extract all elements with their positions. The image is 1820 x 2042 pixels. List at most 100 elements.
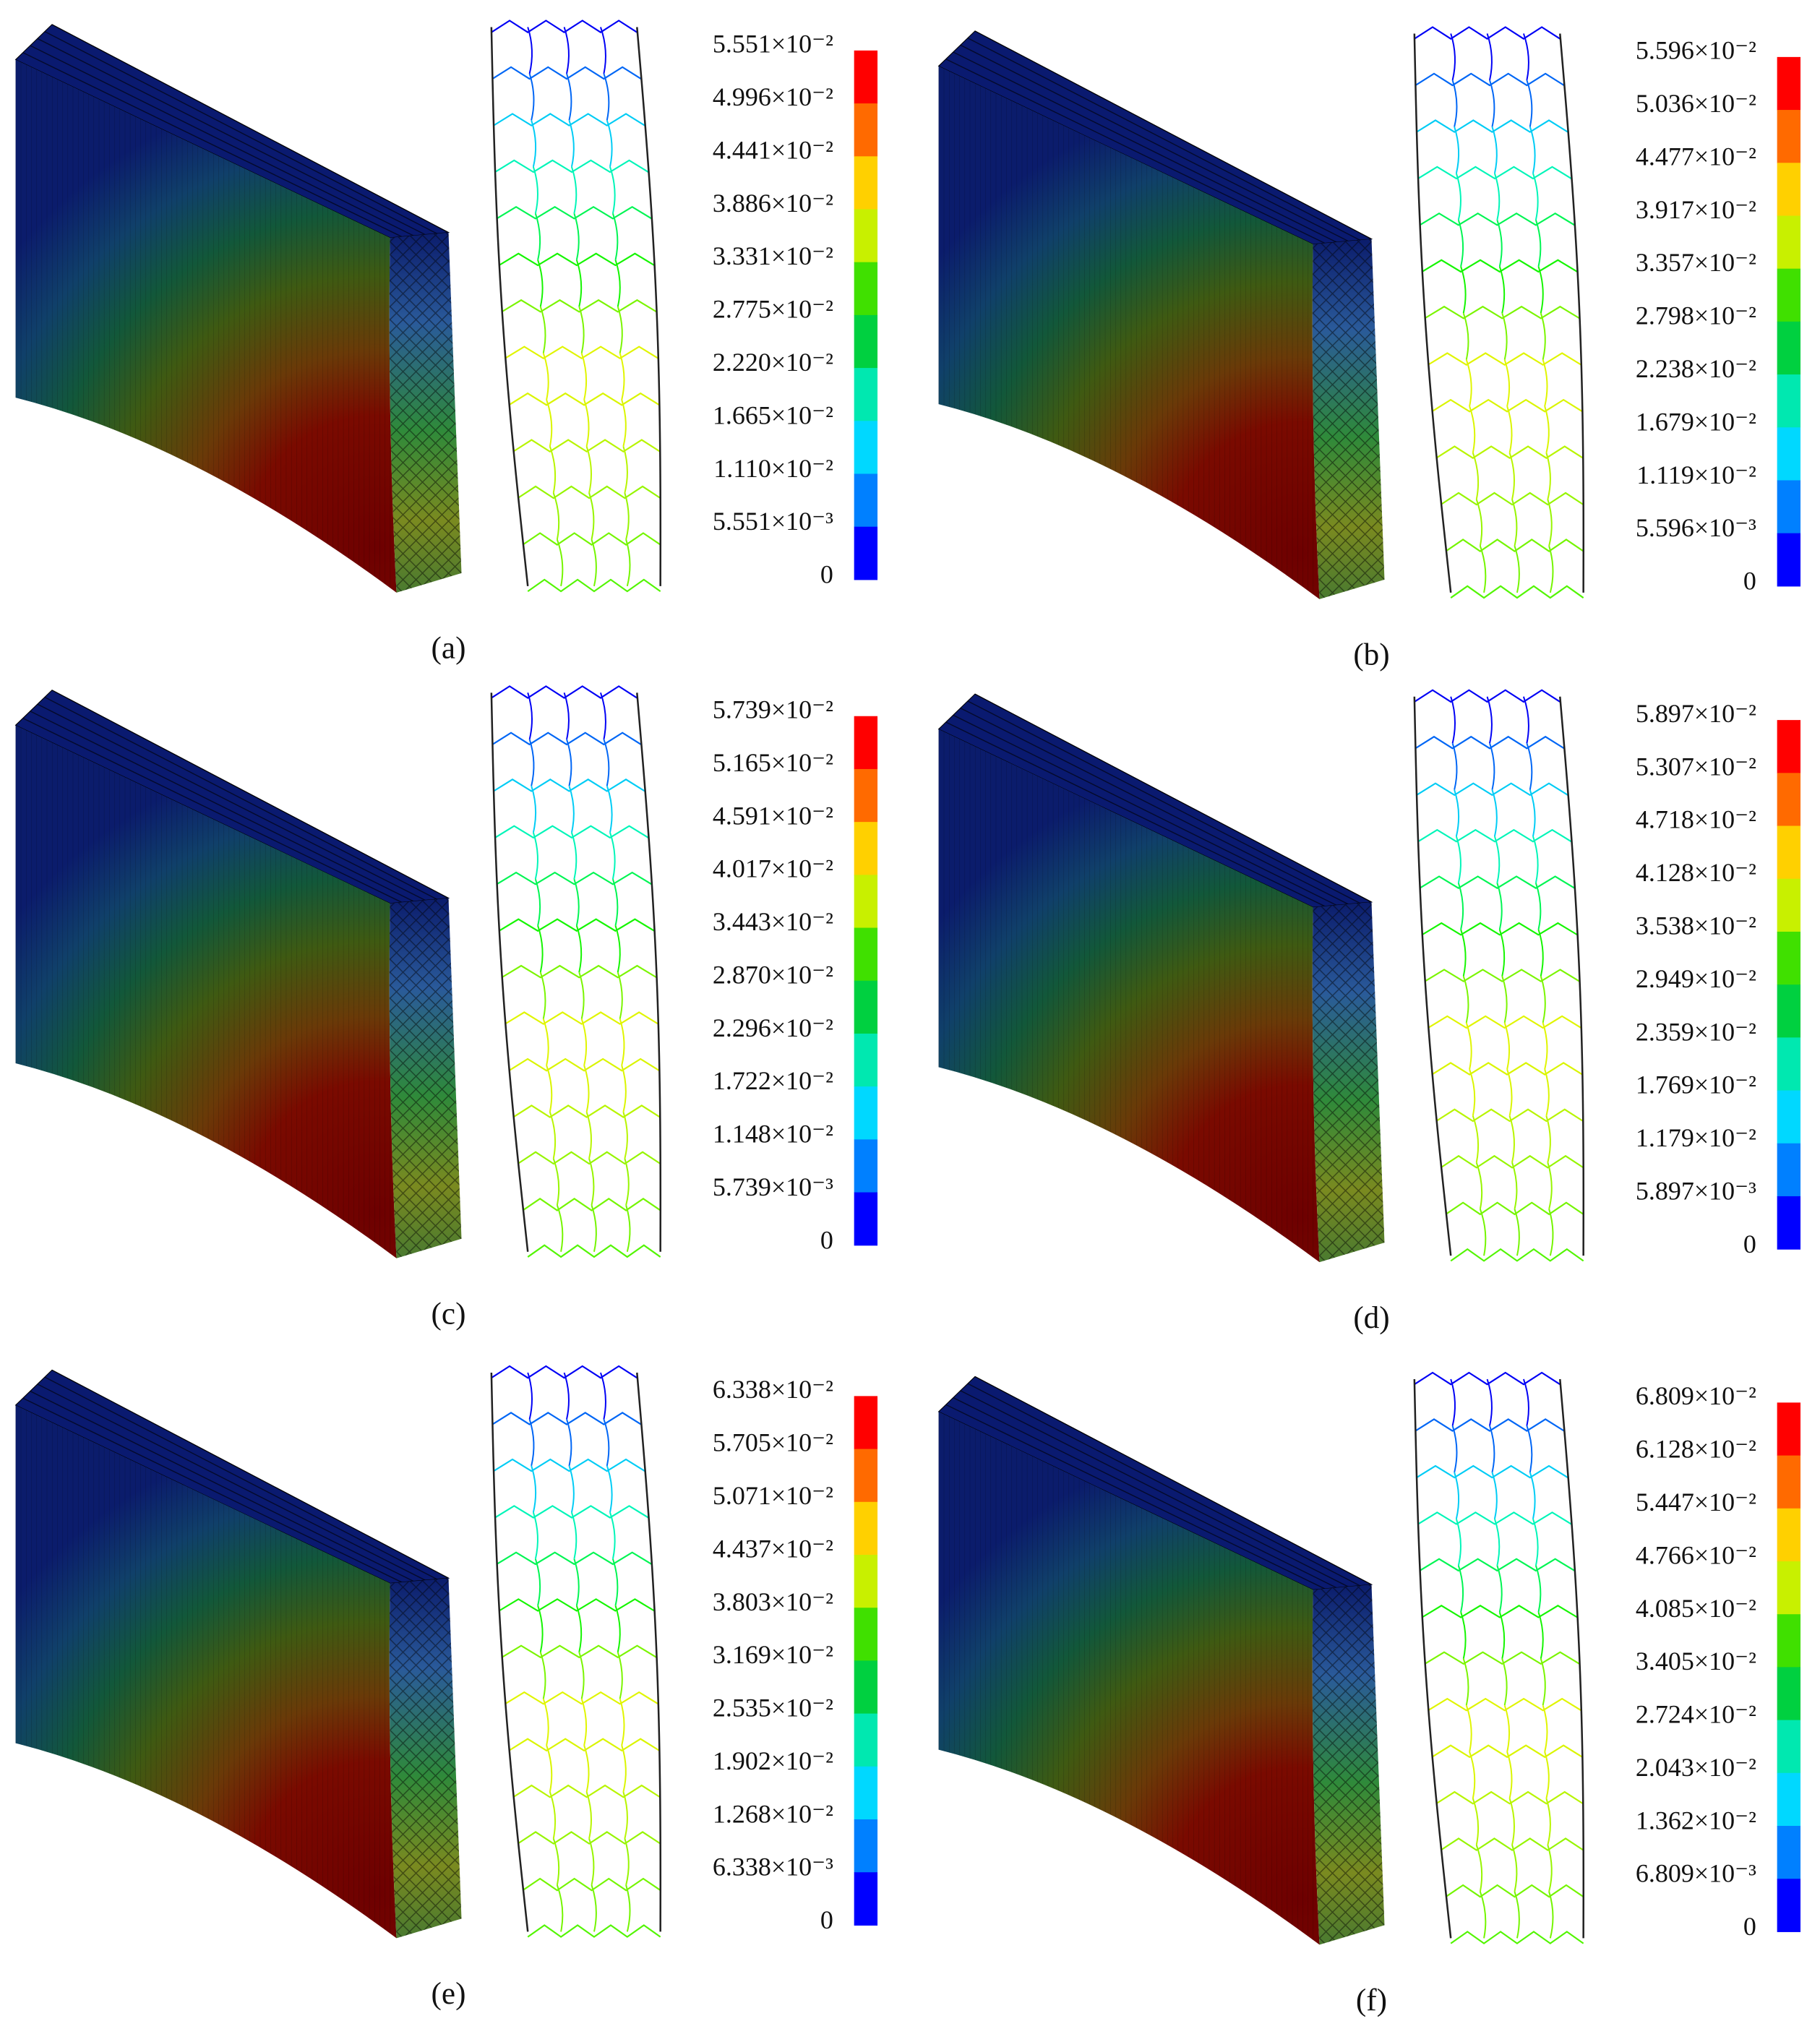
mesh-col [563,692,570,740]
block-rib [974,1376,1372,1585]
mesh-col [578,306,585,353]
mesh-col [1465,359,1472,407]
mesh-row [1440,1837,1584,1851]
block-rib [960,707,1349,905]
mesh-row [1414,689,1561,703]
mesh-col [1511,1162,1518,1209]
mesh-row [494,159,649,173]
panel: 5.551×10⁻² 4.996×10⁻² 4.441×10⁻² 3.886×10⁻²… [14,20,878,666]
colorbar-label: 0 [1743,1912,1756,1941]
colorbar-label: 3.886×10⁻² [713,189,833,218]
mesh-col [624,1838,630,1886]
colorbar-band [854,526,878,580]
mesh-col [532,166,538,214]
colorbar-label: 3.917×10⁻² [1636,195,1756,224]
block-view [937,693,1385,1263]
mesh-row [512,439,661,453]
mesh-col [1522,696,1529,744]
colorbar-band [854,103,878,157]
colorbar-band [854,1033,878,1087]
mesh-col [591,1204,597,1252]
mesh-col [1503,359,1511,407]
mesh-row [1445,1884,1584,1898]
panel-label: (f) [1356,1983,1387,2017]
colorbar-label: 4.477×10⁻² [1636,142,1756,171]
block-front-mesh [15,1404,397,1939]
mesh-col [1526,1425,1533,1473]
block-front-mesh [15,59,397,593]
block-rib [945,1404,1326,1590]
mesh-row [1428,352,1582,366]
mesh-col [1506,1069,1513,1117]
colorbar-band [1777,720,1801,773]
mesh-col [1479,1209,1487,1256]
mesh-col [578,1652,585,1699]
mesh-col [606,785,613,833]
mesh-col [556,1884,564,1932]
mesh-col [532,832,538,880]
colorbar-label: 0 [1743,567,1756,596]
colorbar-band [1777,931,1801,985]
mesh-col [1496,219,1503,267]
mesh-col [619,1698,625,1746]
mesh-row [491,1365,638,1379]
mesh-col [1540,312,1546,360]
colorbar-label: 5.551×10⁻³ [713,507,833,536]
mesh-col [1532,1519,1539,1566]
mesh-row [1419,1558,1575,1572]
mesh-row [1419,212,1575,226]
colorbar-label: 5.596×10⁻³ [1636,513,1756,542]
mesh-col [617,1652,623,1699]
colorbar-label: 5.705×10⁻² [713,1428,833,1457]
mesh-col [566,739,572,786]
colorbar-label: 1.179×10⁻² [1636,1123,1756,1152]
colorbar-label: 1.679×10⁻² [1636,407,1756,436]
mesh-col [621,1065,627,1112]
mesh-row [1431,398,1583,413]
colorbar-label: 1.362×10⁻² [1636,1806,1756,1835]
block-rib [960,44,1349,242]
colorbar-label: 4.128×10⁻² [1636,858,1756,887]
colorbar-band [1777,1561,1801,1615]
mesh-col [1511,499,1518,546]
colorbar-label: 4.591×10⁻² [713,801,833,830]
mesh-col [580,1018,588,1066]
mesh-row [491,20,638,33]
deformed-mesh [1413,689,1585,1262]
mesh-row [492,66,642,80]
colorbar-label: 2.535×10⁻² [713,1694,833,1723]
mesh-col [609,1512,616,1560]
mesh-col [583,1745,590,1793]
colorbar-label: 6.128×10⁻² [1636,1435,1756,1464]
block-front-mesh [938,66,1320,599]
mesh-col [546,1065,553,1112]
colorbar-label: 2.724×10⁻² [1636,1700,1756,1729]
mesh-col [570,1512,578,1560]
mesh-col [611,213,619,260]
block-rib [51,1369,449,1579]
mesh-col [573,878,580,926]
colorbar-band [854,822,878,875]
mesh-col [539,306,546,353]
mesh-col [1532,173,1539,220]
colorbar-band [854,1396,878,1450]
mesh-row [505,1691,659,1705]
colorbar-band [1777,878,1801,932]
mesh-col [1547,1162,1553,1209]
mesh-col [619,353,625,400]
block-rib [945,59,1326,244]
block-rib [960,1390,1349,1587]
mesh-col [528,1419,535,1467]
mesh-row [496,1551,653,1566]
mesh-row [522,532,661,546]
colorbar-band [1777,1402,1801,1457]
deformed-mesh [490,1365,662,1938]
mesh-row [1419,875,1575,889]
block-rib [30,45,414,236]
colorbar-label: 0 [1743,1230,1756,1258]
mesh-col [600,692,606,740]
colorbar-band [1777,1614,1801,1668]
mesh-col [1455,1519,1461,1566]
mesh-edge [636,692,662,1252]
mesh-col [1455,836,1461,883]
